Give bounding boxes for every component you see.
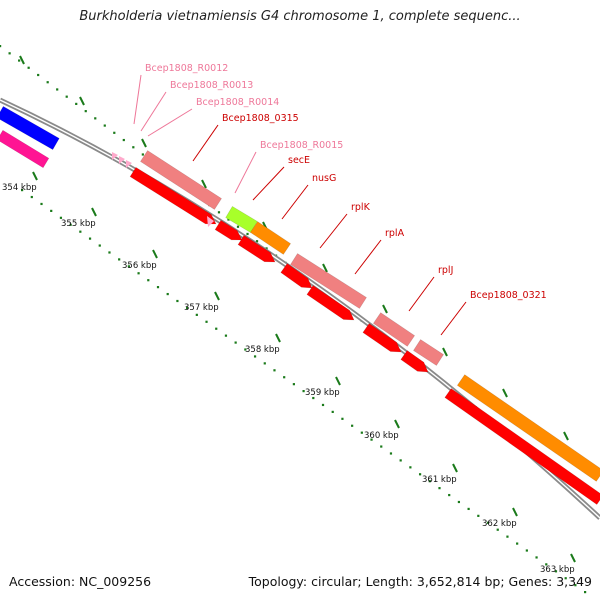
callout-leader-line (140, 91, 167, 132)
ruler-kbp-label: 358 kbp (245, 345, 280, 355)
ruler-major-tick (32, 171, 38, 181)
gene-large-red[interactable] (444, 388, 600, 505)
ruler-major-tick (563, 431, 569, 441)
gene-nusg-cog[interactable] (249, 221, 292, 255)
ruler-major-tick (394, 419, 400, 429)
gene-name-label[interactable]: rplJ (438, 265, 453, 276)
gene-rplj-cog[interactable] (413, 339, 444, 366)
gene-name-label[interactable]: Bcep1808_R0012 (145, 63, 228, 74)
callout-leader-line (354, 239, 382, 275)
gene-sece[interactable] (214, 219, 243, 241)
gene-rplk-a[interactable] (280, 263, 313, 289)
trna-feature[interactable] (119, 156, 125, 164)
gene-nusg[interactable] (237, 234, 276, 263)
kbp-ruler: 354 kbp 355 kbp 356 kbp 357 kbp 358 kbp 359 k… (0, 45, 592, 594)
gene-name-label[interactable]: Bcep1808_R0014 (196, 97, 279, 108)
ruler-kbp-label: 355 kbp (61, 219, 96, 229)
callout-leader-line (234, 151, 257, 194)
ruler-kbp-label: 359 kbp (305, 388, 340, 398)
ruler-major-tick (275, 333, 281, 343)
ruler-major-tick (141, 138, 147, 148)
ruler-kbp-label: 357 kbp (184, 303, 219, 313)
gene-name-label[interactable]: secE (288, 155, 310, 166)
gene-bcep1808-0315[interactable] (129, 166, 217, 225)
accession-text: Accession: NC_009256 (9, 574, 152, 589)
ruler-kbp-label: 360 kbp (364, 431, 399, 441)
topology-summary: Topology: circular; Length: 3,652,814 bp… (248, 574, 592, 589)
ruler-major-tick (79, 96, 85, 106)
gene-callouts: Bcep1808_R0012 Bcep1808_R0013 Bcep1808_R00… (133, 63, 547, 336)
ruler-kbp-label: 362 kbp (482, 519, 517, 529)
gene-rplk-b[interactable] (306, 285, 355, 321)
gene-sece-cog[interactable] (225, 206, 258, 233)
callout-leader-line (408, 276, 435, 312)
callout-leader-line (319, 213, 348, 249)
ruler-major-tick (502, 388, 508, 398)
ruler-major-tick (322, 263, 328, 273)
callout-leader-line (440, 301, 467, 336)
callout-leader-line (133, 74, 142, 125)
ruler-kbp-label: 356 kbp (122, 261, 157, 271)
callout-leader-line (281, 184, 309, 220)
gene-rpla-cog[interactable] (372, 312, 416, 347)
gene-name-label[interactable]: rplA (385, 228, 405, 239)
gene-bcep1808-0315-cog[interactable] (140, 150, 222, 210)
ruler-major-tick (512, 507, 518, 517)
ruler-major-tick (201, 179, 207, 189)
ruler-kbp-label: 363 kbp (540, 565, 575, 575)
ruler-major-tick (442, 347, 448, 357)
gene-name-label[interactable]: Bcep1808_R0015 (260, 140, 343, 151)
trna-feature[interactable] (112, 152, 118, 160)
gene-features[interactable] (0, 105, 600, 505)
ruler-major-tick (382, 304, 388, 314)
gene-rplk-cog[interactable] (290, 253, 367, 309)
ruler-kbp-label: 361 kbp (422, 475, 457, 485)
trna-feature[interactable] (126, 160, 132, 168)
trna-feature[interactable] (207, 216, 214, 227)
ruler-major-tick (214, 291, 220, 301)
gene-rpla[interactable] (362, 323, 402, 353)
gene-name-label[interactable]: rplK (351, 202, 371, 213)
ruler-major-tick (152, 249, 158, 259)
gene-name-label[interactable]: Bcep1808_0315 (222, 113, 299, 124)
gene-magenta-feature[interactable] (0, 129, 50, 169)
ruler-major-tick (335, 376, 341, 386)
gene-name-label[interactable]: nusG (312, 173, 336, 184)
gene-blue-feature[interactable] (0, 105, 60, 151)
gene-name-label[interactable]: Bcep1808_R0013 (170, 80, 253, 91)
gene-name-label[interactable]: Bcep1808_0321 (470, 290, 547, 301)
ruler-major-tick (91, 207, 97, 217)
callout-leader-line (192, 124, 219, 162)
ruler-kbp-label: 354 kbp (2, 183, 37, 193)
gene-rplj[interactable] (400, 350, 429, 373)
map-title: Burkholderia vietnamiensis G4 chromosome… (79, 9, 521, 24)
callout-leader-line (147, 108, 193, 137)
ruler-major-tick (452, 463, 458, 473)
ruler-major-tick (570, 553, 576, 563)
gene-large-orange-cog[interactable] (456, 374, 600, 482)
inner-dotted-ruler (21, 189, 587, 594)
callout-leader-line (252, 166, 285, 201)
ruler-major-tick (19, 55, 25, 65)
